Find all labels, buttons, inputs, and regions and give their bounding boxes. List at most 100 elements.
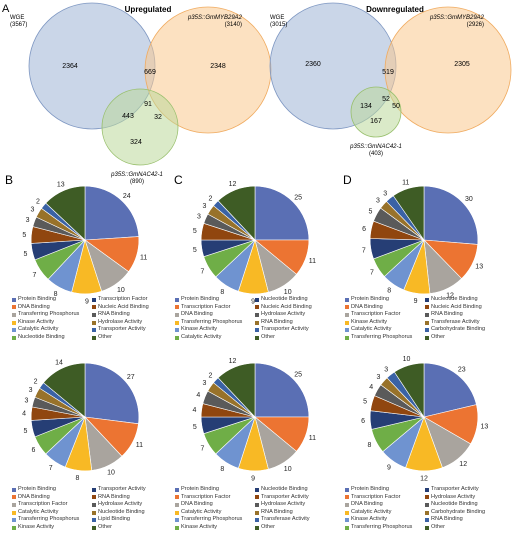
legend-swatch [345, 312, 349, 317]
pie-data-label: 4 [22, 411, 26, 418]
legend-swatch [175, 335, 179, 340]
pie-data-label: 9 [251, 476, 255, 483]
legend-label: Transferring Phosphorus [18, 311, 80, 318]
pie-data-label: 5 [368, 209, 372, 216]
legend-swatch [12, 502, 16, 507]
venn-down-set1-count: (3015) [270, 22, 287, 28]
legend-swatch [255, 502, 259, 507]
pie-data-label: 8 [368, 442, 372, 449]
pie-data-label: 2 [34, 379, 38, 386]
venn-down-myb-only: 2305 [454, 61, 470, 68]
pie-data-label: 10 [107, 470, 115, 477]
pie-data-label: 11 [402, 179, 409, 186]
legend-label: Hydrolase Activity [431, 493, 476, 500]
legend-swatch [425, 487, 429, 492]
legend-label: Transferase Activity [431, 318, 480, 325]
legend-swatch [92, 335, 96, 340]
legend-label: Catalytic Activity [351, 508, 392, 515]
pie-slice [84, 362, 140, 425]
venn-down-wge-nac: 134 [360, 103, 372, 110]
pie-data-label: 3 [31, 206, 35, 213]
legend-swatch [345, 510, 349, 515]
venn-down-title: Downregulated [366, 5, 424, 14]
legend-label: DNA Binding [351, 501, 383, 508]
legend-swatch [345, 525, 349, 530]
legend-label: Other [431, 334, 445, 340]
venn-down-set3-count: (403) [369, 151, 383, 157]
pie-data-label: 25 [294, 371, 302, 378]
legend-swatch [12, 510, 16, 515]
pie-data-label: 13 [475, 264, 483, 271]
legend-label: Transporter Activity [98, 486, 146, 492]
legend-label: Transcription Factor [181, 493, 231, 500]
legend-label: Transcription Factor [351, 311, 401, 318]
pie-data-label: 11 [136, 442, 143, 449]
pie-data-label: 8 [220, 466, 224, 473]
venn-down-nac-only: 167 [370, 118, 382, 125]
pie-data-label: 3 [197, 213, 201, 220]
venn-up-all-three: 91 [144, 101, 152, 108]
legend-label: RNA Binding [98, 493, 130, 500]
pie-data-label: 5 [22, 232, 26, 239]
pie-data-label: 5 [24, 428, 28, 435]
pie-data-label: 10 [284, 466, 292, 473]
panel-letter-a: A [2, 3, 10, 15]
legend-swatch [175, 320, 179, 325]
legend-swatch [425, 328, 429, 333]
legend-swatch [425, 335, 429, 340]
pie-data-label: 3 [384, 367, 388, 374]
pie-data-label: 3 [203, 203, 207, 210]
legend-swatch [345, 487, 349, 492]
pie-data-label: 8 [220, 289, 224, 296]
legend-label: Nucleotide Binding [431, 501, 478, 508]
pie-data-label: 9 [85, 299, 89, 306]
pie-data-label: 30 [465, 196, 473, 203]
legend-label: Nucleotide Binding [431, 296, 478, 302]
legend-label: RNA Binding [261, 508, 293, 515]
pie-data-label: 5 [193, 424, 197, 431]
pie-data-label: 3 [383, 190, 387, 197]
legend-swatch [255, 510, 259, 515]
legend-label: DNA Binding [181, 501, 213, 508]
venn-up-wge-nac: 443 [122, 113, 134, 120]
pie-data-label: 2 [209, 196, 213, 203]
pie-data-label: 3 [376, 374, 380, 381]
legend-label: Transcription Factor [98, 296, 148, 302]
legend-swatch [425, 297, 429, 302]
legend-label: Protein Binding [18, 486, 56, 492]
legend-swatch [12, 335, 16, 340]
venn-up-nac-only: 324 [130, 139, 142, 146]
legend-label: Transferring Phosphorus [351, 524, 413, 530]
pie-data-label: 14 [55, 359, 63, 366]
legend-swatch [12, 495, 16, 500]
legend-label: Transferring Phosphorus [181, 516, 243, 523]
legend-label: Hydrolase Activity [261, 501, 306, 508]
pie-data-label: 24 [123, 193, 131, 200]
legend-swatch [345, 305, 349, 310]
pie-data-label: 25 [294, 194, 302, 201]
legend-label: Transcription Factor [181, 303, 231, 310]
pie-data-label: 8 [387, 288, 391, 295]
pie-data-label: 10 [403, 356, 411, 363]
pie-data-label: 7 [201, 269, 205, 276]
legend-label: Other [261, 334, 275, 340]
pie-data-label: 11 [309, 258, 316, 265]
legend-label: Hydrolase Activity [98, 318, 143, 325]
legend-label: Other [261, 524, 275, 530]
pie-data-label: 3 [376, 197, 380, 204]
pie-data-label: 23 [458, 367, 466, 374]
legend-label: Kinase Activity [181, 524, 218, 530]
venn-up-myb-nac: 32 [154, 114, 162, 121]
pie-data-label: 4 [193, 407, 197, 414]
pie-data-label: 6 [361, 418, 365, 425]
legend-label: RNA Binding [431, 516, 463, 523]
venn-up-set1-count: (3567) [10, 22, 27, 28]
legend-label: Hydrolase Activity [261, 311, 306, 318]
legend-swatch [175, 297, 179, 302]
legend-label: Hydrolase Activity [98, 501, 143, 508]
legend-label: Catalytic Activity [351, 326, 392, 333]
pie-data-label: 3 [24, 398, 28, 405]
